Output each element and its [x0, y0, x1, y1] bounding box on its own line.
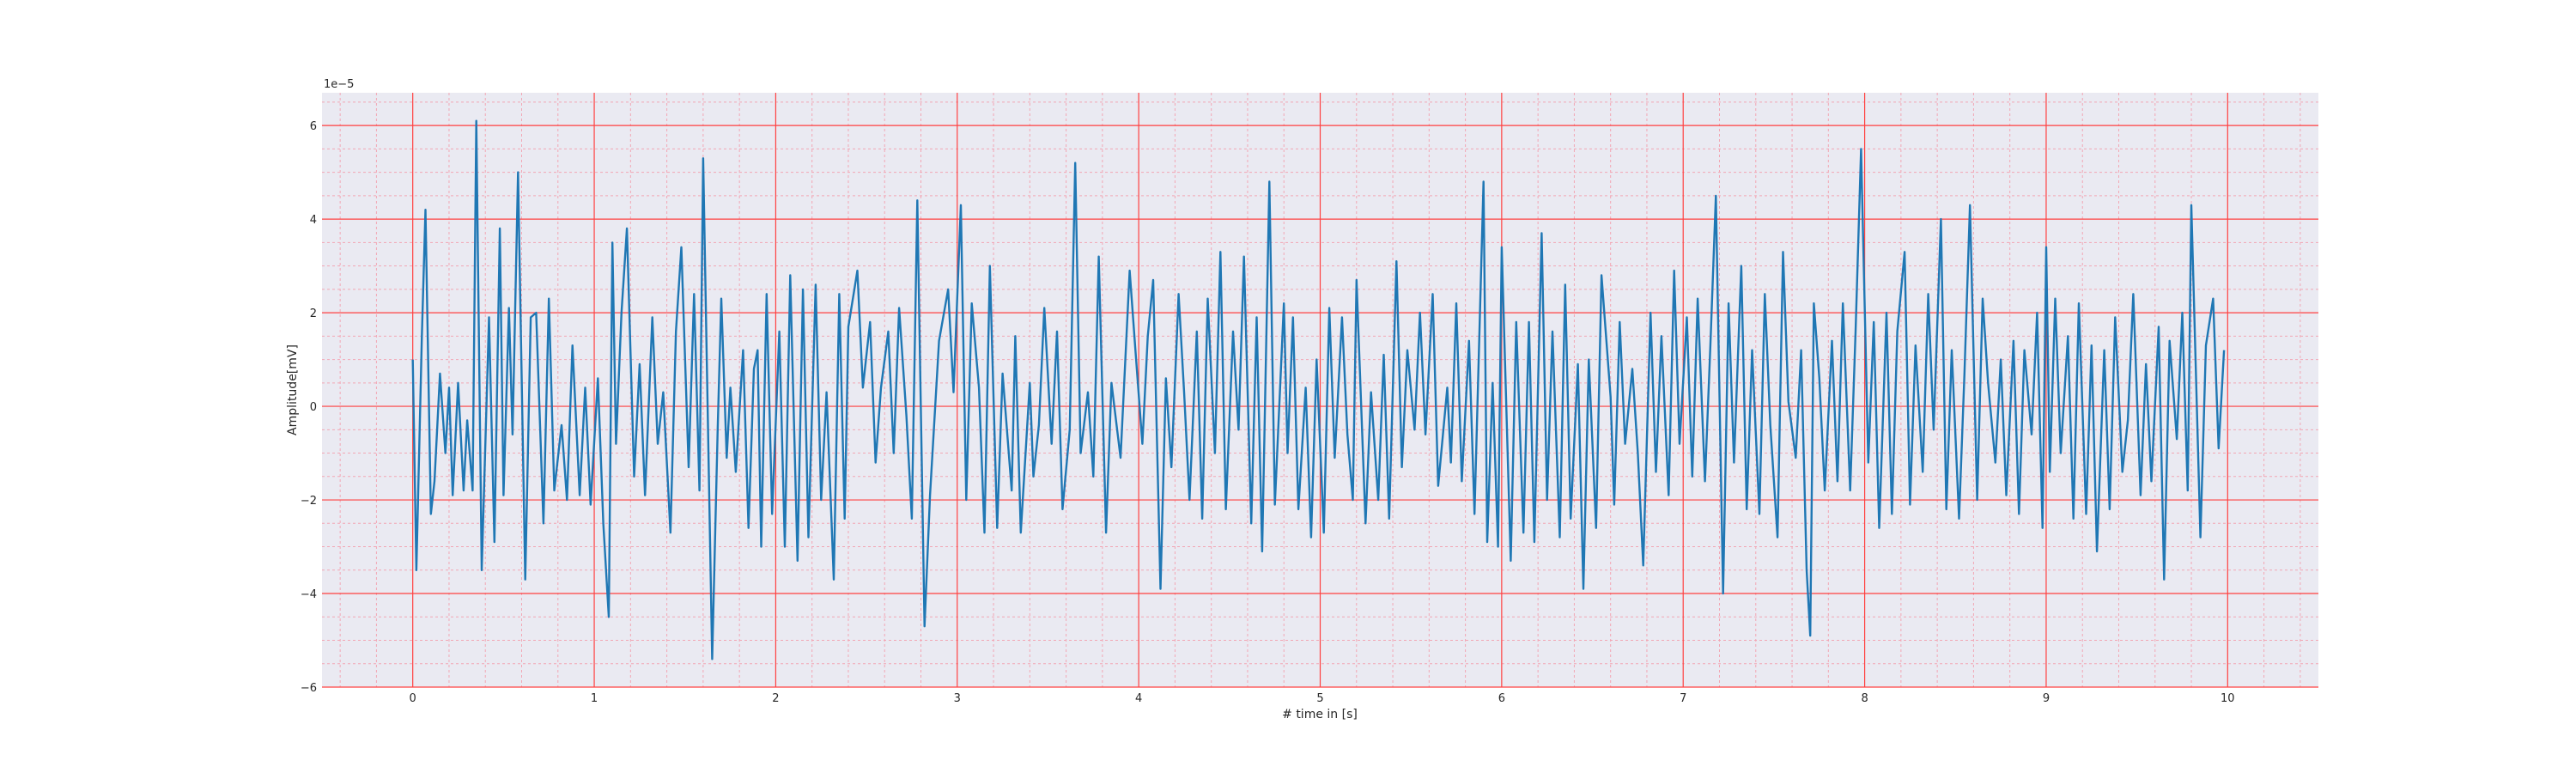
- x-tick-label: 6: [1498, 692, 1505, 705]
- x-tick-label: 1: [591, 692, 598, 705]
- major-grid: [322, 93, 2318, 688]
- x-tick-label: 0: [410, 692, 416, 705]
- minor-grid: [322, 93, 2318, 687]
- x-tick-label: 5: [1316, 692, 1323, 705]
- y-tick-label: 2: [310, 307, 317, 320]
- y-tick-labels: −6 −4 −2 0 2 4 6: [301, 120, 317, 695]
- y-axis-label: Amplitude[mV]: [286, 344, 300, 435]
- x-axis-label: # time in [s]: [1282, 708, 1358, 721]
- x-tick-labels: 0 1 2 3 4 5 6 7 8 9 10: [410, 692, 2235, 705]
- x-tick-label: 2: [772, 692, 779, 705]
- y-tick-label: −2: [301, 495, 317, 508]
- y-tick-label: 0: [310, 401, 317, 414]
- y-tick-label: −6: [301, 682, 317, 695]
- y-tick-label: −4: [301, 588, 317, 601]
- y-tick-label: 6: [310, 120, 317, 133]
- x-tick-label: 8: [1861, 692, 1868, 705]
- x-tick-label: 3: [954, 692, 961, 705]
- x-tick-label: 4: [1135, 692, 1142, 705]
- y-offset-label: 1e−5: [324, 78, 354, 91]
- x-tick-label: 7: [1680, 692, 1686, 705]
- y-tick-label: 4: [310, 214, 317, 227]
- x-tick-label: 10: [2221, 692, 2235, 705]
- x-tick-label: 9: [2043, 692, 2050, 705]
- signal-line: [411, 119, 2226, 660]
